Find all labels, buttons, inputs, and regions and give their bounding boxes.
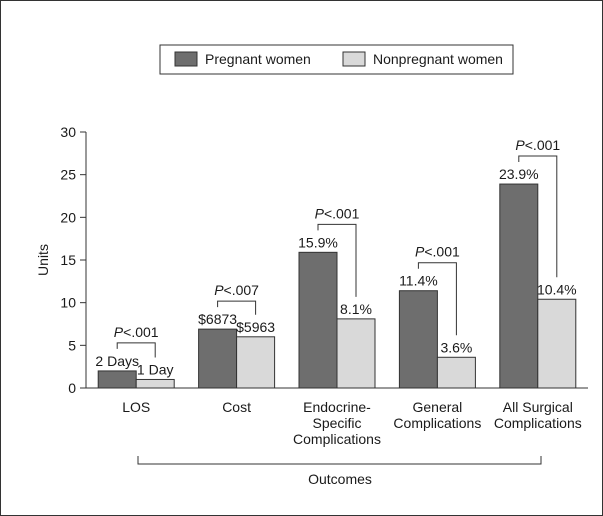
data-label: 11.4% bbox=[399, 273, 438, 289]
bar-nonpregnant bbox=[236, 336, 276, 389]
significance-bracket bbox=[116, 342, 156, 358]
significance-bracket bbox=[417, 262, 457, 336]
y-tick-label: 30 bbox=[60, 124, 76, 140]
y-tick-label: 20 bbox=[60, 209, 76, 225]
bar-nonpregnant bbox=[537, 298, 577, 389]
y-tick-label: 25 bbox=[60, 167, 76, 183]
p-value-label: P<.001 bbox=[315, 205, 360, 221]
legend-box bbox=[159, 44, 514, 75]
y-tick-label: 0 bbox=[68, 380, 76, 396]
data-label: $5963 bbox=[236, 319, 275, 335]
legend: Pregnant women Nonpregnant women bbox=[159, 44, 514, 75]
x-tick-label: All Surgical bbox=[503, 399, 573, 415]
legend-swatch-nonpregnant bbox=[342, 51, 366, 67]
significance-bracket bbox=[217, 300, 257, 315]
y-ticks: 0 5 10 15 20 25 30 bbox=[60, 124, 86, 396]
data-label: 15.9% bbox=[298, 234, 338, 250]
legend-swatch-pregnant bbox=[174, 51, 198, 67]
legend-label-pregnant: Pregnant women bbox=[205, 51, 311, 67]
data-label: 3.6% bbox=[440, 339, 472, 355]
significance-bracket bbox=[518, 155, 558, 278]
y-axis-label: Units bbox=[35, 244, 51, 276]
bar-nonpregnant bbox=[135, 378, 175, 389]
bar-nonpregnant bbox=[436, 356, 476, 389]
bar-pregnant bbox=[97, 370, 137, 389]
bar-pregnant bbox=[198, 328, 238, 389]
y-tick-label: 15 bbox=[60, 252, 76, 268]
x-tick-label: Complications bbox=[393, 415, 481, 431]
significance-bracket bbox=[317, 223, 357, 297]
y-tick-label: 5 bbox=[68, 337, 76, 353]
x-tick-label: General bbox=[412, 399, 462, 415]
x-tick-label: Endocrine- bbox=[303, 399, 371, 415]
p-value-label: P<.007 bbox=[214, 282, 259, 298]
bar-pregnant bbox=[298, 251, 338, 389]
data-label: 8.1% bbox=[340, 301, 372, 317]
outcomes-bracket bbox=[137, 456, 542, 465]
x-axis-label: Outcomes bbox=[308, 471, 372, 487]
p-value-label: P<.001 bbox=[114, 324, 159, 340]
data-label: 23.9% bbox=[499, 166, 539, 182]
bar-nonpregnant bbox=[336, 318, 376, 389]
p-value-label: P<.001 bbox=[415, 244, 460, 260]
p-value-label: P<.001 bbox=[515, 137, 560, 153]
x-tick-label: Cost bbox=[222, 399, 251, 415]
data-label: 1 Day bbox=[137, 361, 174, 377]
significance-brackets: P<.001 P<.007 P<.001 P<.001 P<.001 bbox=[114, 137, 560, 358]
x-tick-label: Specific bbox=[312, 415, 361, 431]
data-label: $6873 bbox=[198, 311, 237, 327]
legend-label-nonpregnant: Nonpregnant women bbox=[373, 51, 503, 67]
x-tick-label: Complications bbox=[293, 431, 381, 447]
bar-pregnant bbox=[499, 183, 539, 389]
y-tick-label: 10 bbox=[60, 295, 76, 311]
data-label: 10.4% bbox=[537, 281, 577, 297]
x-tick-label: LOS bbox=[122, 399, 150, 415]
x-tick-labels: LOS Cost Endocrine-SpecificComplicationsGe… bbox=[122, 399, 582, 447]
data-label: 2 Days bbox=[95, 353, 139, 369]
bar-pregnant bbox=[398, 290, 438, 389]
x-tick-label: Complications bbox=[494, 415, 582, 431]
